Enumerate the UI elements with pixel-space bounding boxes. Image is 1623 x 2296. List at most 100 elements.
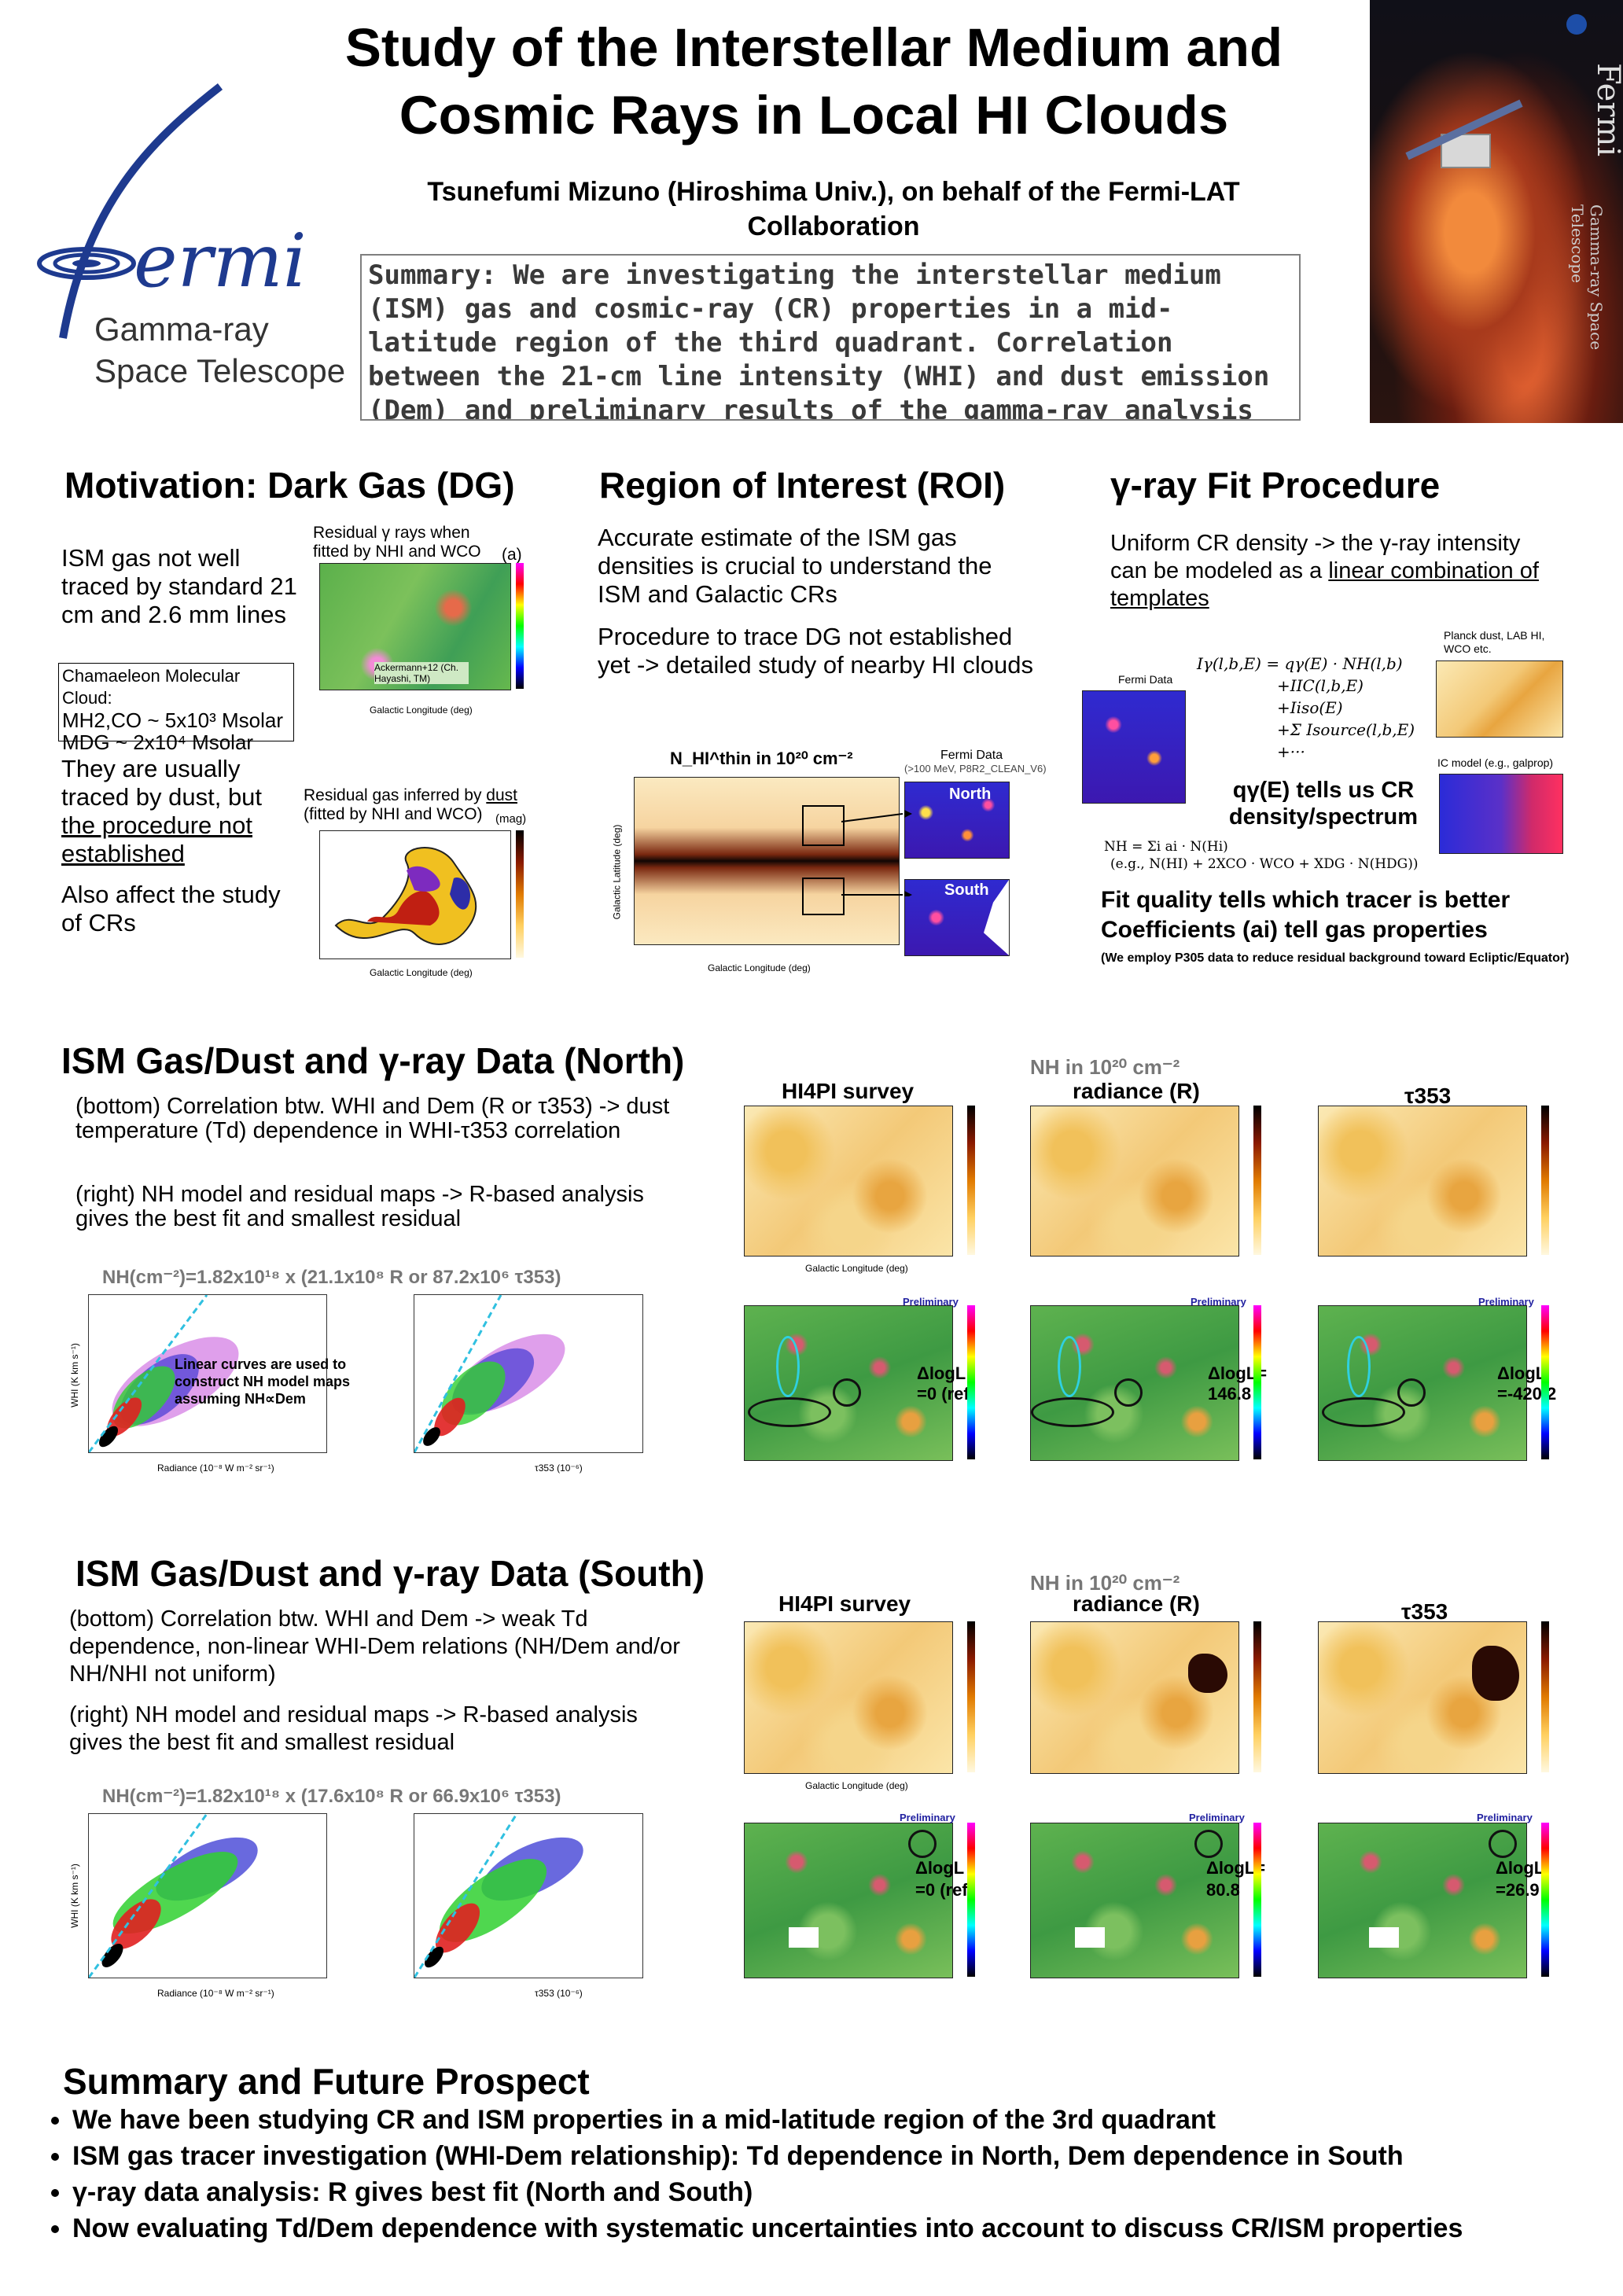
south-resid-map-3 bbox=[1318, 1823, 1527, 1978]
motivation-heading: Motivation: Dark Gas (DG) bbox=[64, 465, 515, 506]
white-mask bbox=[1369, 1927, 1399, 1948]
north-heading: ISM Gas/Dust and γ-ray Data (North) bbox=[61, 1040, 685, 1081]
north-resid-map-1 bbox=[744, 1305, 953, 1461]
fig1-caption: Residual γ rays when fitted by NHI and W… bbox=[313, 524, 481, 561]
north-tau-map bbox=[1318, 1106, 1527, 1257]
north-prelim-3: Preliminary bbox=[1478, 1296, 1534, 1308]
eq3: +Iiso(E) bbox=[1277, 698, 1343, 717]
north-prelim-2: Preliminary bbox=[1191, 1296, 1246, 1308]
eq5: +··· bbox=[1277, 742, 1305, 761]
eq1: Iγ(l,b,E) = qγ(E) · NH(l,b) bbox=[1197, 654, 1403, 673]
cyan-ellipse bbox=[776, 1336, 800, 1397]
fit-p1: Uniform CR density -> the γ-ray intensit… bbox=[1110, 530, 1551, 613]
fig2-unit: (mag) bbox=[495, 812, 527, 826]
north-cbar-2 bbox=[1253, 1106, 1261, 1255]
north-map-axis-x: Galactic Longitude (deg) bbox=[805, 1263, 908, 1274]
roi-axis-y: Galactic Latitude (deg) bbox=[611, 824, 623, 920]
logo-line1: Gamma-ray bbox=[94, 311, 269, 348]
black-circle bbox=[833, 1378, 861, 1407]
south-col2: radiance (R) bbox=[1073, 1591, 1200, 1616]
fermi-north-map: North bbox=[904, 782, 1010, 859]
fig2-caption-c: (fitted by NHI and WCO) bbox=[304, 805, 483, 823]
white-mask bbox=[789, 1927, 819, 1948]
south-resid-map-1 bbox=[744, 1823, 953, 1978]
motivation-p2: They are usually traced by dust, but the… bbox=[61, 755, 297, 868]
fit-p2: Fit quality tells which tracer is better bbox=[1101, 887, 1511, 913]
title-line1: Study of the Interstellar Medium and bbox=[344, 17, 1283, 78]
cyan-ellipse bbox=[1347, 1336, 1371, 1397]
north-prelim-1: Preliminary bbox=[903, 1296, 959, 1308]
summary-heading: Summary and Future Prospect bbox=[63, 2061, 590, 2102]
south-cbar-1 bbox=[967, 1621, 975, 1772]
eq4: +Σ Isource(l,b,E) bbox=[1277, 720, 1415, 739]
fit-equation: Iγ(l,b,E) = qγ(E) · NH(l,b) +IIC(l,b,E) … bbox=[1197, 653, 1415, 763]
dark-cloud bbox=[1472, 1646, 1519, 1701]
fit-note: (We employ P305 data to reduce residual … bbox=[1101, 951, 1570, 965]
roi-heading: Region of Interest (ROI) bbox=[599, 465, 1006, 506]
title-line2: Cosmic Rays in Local HI Clouds bbox=[399, 85, 1229, 145]
north-cbar-1 bbox=[967, 1106, 975, 1255]
north-scatter-tau bbox=[413, 1294, 643, 1453]
fig2-caption-b: dust bbox=[486, 786, 517, 804]
roi-axis-x: Galactic Longitude (deg) bbox=[708, 962, 811, 973]
north-col3: τ353 bbox=[1404, 1084, 1452, 1108]
north-annot: Linear curves are used to construct NH m… bbox=[175, 1356, 351, 1407]
south-scatter-points-1 bbox=[87, 1813, 258, 1978]
dust-blobs-icon bbox=[334, 847, 477, 945]
black-circle bbox=[908, 1830, 937, 1858]
logo-line2: Space Telescope bbox=[94, 352, 346, 389]
box-line1: MH2,CO ~ 5x10³ Msolar bbox=[62, 708, 284, 732]
motivation-p2a: They are usually traced by dust, but bbox=[61, 755, 263, 811]
south-prelim-3: Preliminary bbox=[1477, 1812, 1533, 1823]
south-prelim-2: Preliminary bbox=[1189, 1812, 1245, 1823]
north-p2: (right) NH model and residual maps -> R-… bbox=[75, 1182, 644, 1231]
south-resid-cbar-2 bbox=[1253, 1823, 1261, 1977]
nasa-logo bbox=[1566, 14, 1587, 35]
north-col1: HI4PI survey bbox=[782, 1079, 915, 1103]
eq2: +IIC(l,b,E) bbox=[1277, 676, 1364, 695]
motivation-p1: ISM gas not well traced by standard 21 c… bbox=[61, 544, 297, 628]
fig1-axis-x: Galactic Longitude (deg) bbox=[370, 705, 473, 716]
black-circle bbox=[1397, 1378, 1426, 1407]
summary-box: Summary: We are investigating the inters… bbox=[360, 254, 1301, 421]
north-p1: (bottom) Correlation btw. WHI and Dem (R… bbox=[75, 1094, 670, 1143]
ic-map bbox=[1439, 774, 1563, 854]
north-resid-cbar-2 bbox=[1253, 1305, 1261, 1459]
black-circle bbox=[1114, 1378, 1143, 1407]
fermi-swoosh-icon bbox=[37, 83, 223, 339]
roi-map-title: N_HI^thin in 10²⁰ cm⁻² bbox=[670, 749, 853, 768]
author-line: Tsunefumi Mizuno (Hiroshima Univ.), on b… bbox=[370, 175, 1297, 244]
north-sx2: τ353 (10⁻⁶) bbox=[535, 1463, 583, 1474]
north-resid-map-3 bbox=[1318, 1305, 1527, 1461]
black-ellipse bbox=[1031, 1397, 1114, 1427]
roi-box-north bbox=[802, 805, 845, 846]
south-hi4pi-map bbox=[744, 1621, 953, 1774]
north-resid-map-2 bbox=[1030, 1305, 1239, 1461]
side-subtitle: Gamma-ray Space Telescope bbox=[1568, 204, 1606, 351]
nh-equation: NH = Σi ai · N(Hi) (e.g., N(HI) + 2XCO ·… bbox=[1104, 838, 1419, 873]
north-formula: NH(cm⁻²)=1.82x10¹⁸ x (21.1x10⁸ R or 87.2… bbox=[102, 1267, 561, 1288]
north-label: North bbox=[949, 786, 992, 803]
nh-eq2: (e.g., N(HI) + 2XCO · WCO + XDG · N(HDG)… bbox=[1110, 856, 1419, 872]
fermi-data-sub: (>100 MeV, P8R2_CLEAN_V6) bbox=[904, 763, 1047, 775]
south-sx2: τ353 (10⁻⁶) bbox=[535, 1988, 583, 1999]
north-units: NH in 10²⁰ cm⁻² bbox=[1030, 1055, 1180, 1079]
north-dl1: ΔlogL =0 (ref) bbox=[917, 1363, 975, 1404]
fig1-colorbar bbox=[516, 563, 524, 689]
roi-arrows-icon bbox=[841, 810, 912, 896]
roi-p1: Accurate estimate of the ISM gas densiti… bbox=[598, 524, 992, 608]
poster-title: Study of the Interstellar Medium and Cos… bbox=[299, 14, 1329, 149]
north-hi4pi-map bbox=[744, 1106, 953, 1257]
allsky-nhi-map bbox=[634, 777, 900, 945]
roi-p2: Procedure to trace DG not established ye… bbox=[598, 623, 1034, 679]
nh-eq1: NH = Σi ai · N(Hi) bbox=[1104, 839, 1228, 855]
fermi-logo bbox=[31, 79, 346, 409]
south-p1: (bottom) Correlation btw. WHI and Dem ->… bbox=[69, 1606, 680, 1687]
fig2-caption: Residual gas inferred by dust (fitted by… bbox=[304, 786, 539, 824]
black-circle bbox=[1489, 1830, 1517, 1858]
fit-heading: γ-ray Fit Procedure bbox=[1110, 465, 1441, 506]
fermi-satellite-image: Fermi Gamma-ray Space Telescope bbox=[1370, 0, 1623, 423]
black-ellipse bbox=[748, 1397, 831, 1427]
summary-bullet-4: Now evaluating Td/Dem dependence with sy… bbox=[72, 2213, 1623, 2244]
white-mask bbox=[1075, 1927, 1105, 1948]
